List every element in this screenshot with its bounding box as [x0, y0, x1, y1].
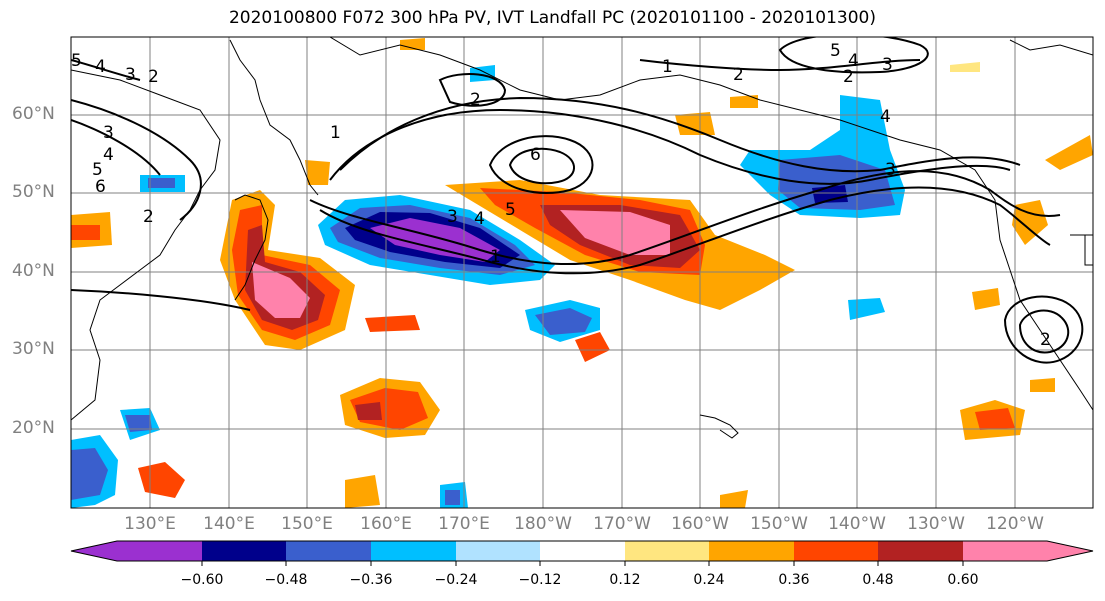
contour-label: 2 — [733, 65, 744, 85]
contour-label: 1 — [490, 247, 501, 267]
contour-label: 4 — [103, 145, 114, 165]
colorbar-tick-label: −0.24 — [434, 572, 478, 588]
contour-label: 4 — [848, 51, 859, 71]
colorbar-segment — [202, 541, 286, 561]
colorbar-tick-label: 0.24 — [693, 572, 725, 588]
lon-label: 180°W — [514, 514, 572, 534]
contour-label: 3 — [885, 160, 896, 180]
lon-label: 160°W — [671, 514, 729, 534]
lat-label: 40°N — [12, 261, 55, 281]
lon-label: 170°W — [593, 514, 651, 534]
map-frame — [70, 36, 1094, 509]
colorbar-segment — [371, 541, 456, 561]
graticule — [71, 37, 1093, 508]
lon-label: 170°E — [438, 514, 490, 534]
lat-label: 60°N — [12, 104, 55, 124]
pv-contours — [71, 37, 1084, 364]
colorbar-extend-low — [71, 541, 117, 561]
colorbar-segment — [794, 541, 878, 561]
contour-label: 5 — [92, 160, 103, 180]
contour-label: 6 — [95, 177, 106, 197]
contour-label: 1 — [662, 57, 673, 77]
colorbar-tick-label: −0.60 — [180, 572, 224, 588]
contour-label: 2 — [143, 207, 154, 227]
lon-label: 130°W — [907, 514, 965, 534]
lon-label: 140°E — [203, 514, 255, 534]
contour-label: 3 — [125, 65, 136, 85]
colorbar-tick-label: −0.36 — [349, 572, 393, 588]
colorbar-tick-label: 0.12 — [609, 572, 641, 588]
contour-label: 5 — [830, 41, 841, 61]
colorbar-segment — [963, 541, 1047, 561]
contour-label: 3 — [447, 207, 458, 227]
colorbar-tick-label: 0.60 — [947, 572, 979, 588]
colorbar-tick-label: 0.36 — [778, 572, 810, 588]
contour-label: 5 — [505, 200, 516, 220]
lon-label: 120°W — [986, 514, 1044, 534]
coastlines — [71, 37, 1093, 439]
contour-label: 1 — [330, 123, 341, 143]
lat-label: 20°N — [12, 418, 55, 438]
colorbar-tick-label: 0.48 — [862, 572, 894, 588]
colorbar-segment — [709, 541, 794, 561]
lat-label: 30°N — [12, 339, 55, 359]
contour-label: 2 — [148, 67, 159, 87]
lon-label: 130°E — [124, 514, 176, 534]
map-title: 2020100800 F072 300 hPa PV, IVT Landfall… — [228, 8, 876, 28]
contour-label: 2 — [843, 67, 854, 87]
colorbar-extend-high — [1047, 541, 1093, 561]
contour-label: 3 — [103, 123, 114, 143]
colorbar-segment — [625, 541, 709, 561]
contour-label: 6 — [530, 145, 541, 165]
contour-label: 4 — [880, 107, 891, 127]
lon-label: 160°E — [360, 514, 412, 534]
lon-label: 140°W — [828, 514, 886, 534]
anomaly-shading — [71, 38, 1093, 508]
lat-label: 50°N — [12, 182, 55, 202]
colorbar-segment — [117, 541, 202, 561]
colorbar-segment — [540, 541, 625, 561]
contour-label: 2 — [470, 90, 481, 110]
contour-labels: 5 4 3 2 3 4 5 6 2 1 2 1 6 5 4 3 1 2 4 3 … — [71, 41, 1051, 350]
contour-label: 3 — [882, 55, 893, 75]
colorbar-segment — [456, 541, 540, 561]
colorbar-tick-label: −0.12 — [518, 572, 562, 588]
colorbar-segment — [286, 541, 371, 561]
contour-label: 2 — [1040, 330, 1051, 350]
contour-label: 4 — [474, 209, 485, 229]
colorbar-segment — [878, 541, 963, 561]
colorbar-tick-label: −0.48 — [264, 572, 308, 588]
lon-label: 150°E — [281, 514, 333, 534]
contour-label: 5 — [71, 51, 82, 71]
contour-label: 4 — [95, 57, 106, 77]
lon-label: 150°W — [750, 514, 808, 534]
